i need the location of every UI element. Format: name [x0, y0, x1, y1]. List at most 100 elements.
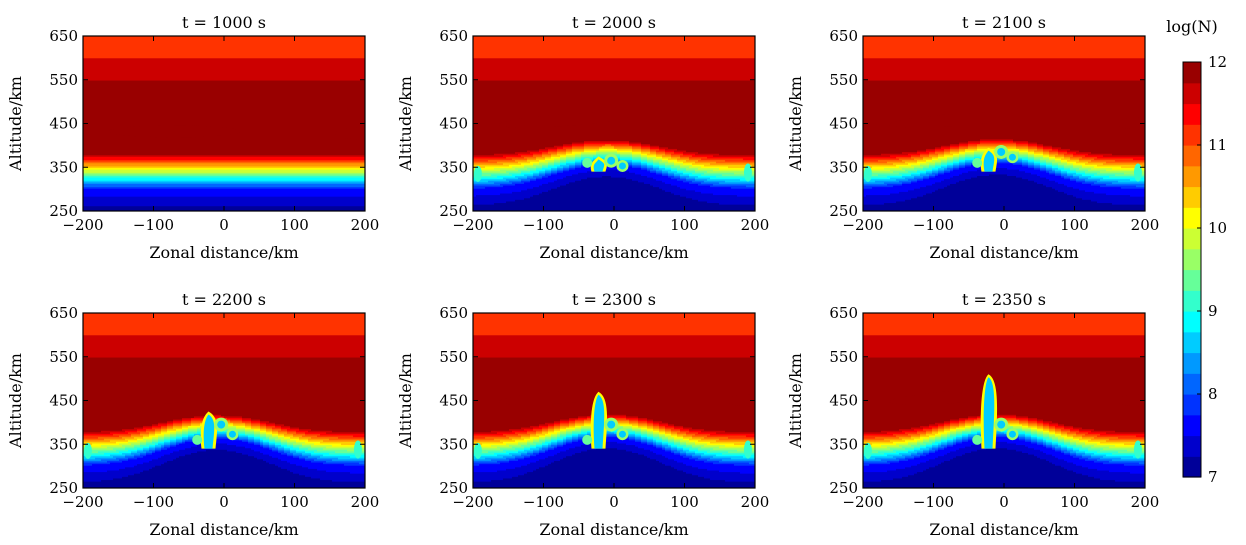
colorbar-level — [1183, 228, 1201, 250]
x-tick-label: −200 — [842, 493, 883, 511]
edge-bubble-left — [863, 442, 872, 459]
heatmap-field — [83, 36, 365, 211]
x-tick-label: −100 — [133, 216, 174, 234]
x-tick-label: 200 — [741, 216, 770, 234]
colorbar-level — [1183, 145, 1201, 167]
density-peak-band — [108, 125, 241, 138]
colorbar-level — [1183, 331, 1201, 354]
colorbar-level — [1183, 435, 1201, 457]
colorbar-level — [1183, 373, 1201, 395]
x-tick-label: −200 — [452, 493, 493, 511]
edge-bubble-right — [743, 440, 752, 459]
colorbar-level — [1183, 414, 1201, 437]
y-tick-label: 450 — [49, 115, 78, 133]
colorbar: 7 8 9 10 11 12 log(N) — [1166, 17, 1227, 486]
heatmap-field — [473, 36, 755, 211]
colorbar-label: log(N) — [1166, 17, 1217, 36]
x-tick-label: 200 — [351, 216, 380, 234]
colorbar-frame — [1182, 61, 1202, 478]
x-tick-label: 0 — [219, 493, 229, 511]
y-tick-label: 450 — [829, 392, 858, 410]
colorbar-tick-label: 12 — [1208, 53, 1227, 71]
colorbar-level — [1183, 352, 1201, 374]
colorbar-tick-label: 8 — [1208, 385, 1218, 403]
panel-3: 250 350 450 550 650 −200 −100 0 100 200 t = 2100 s… — [786, 13, 1160, 262]
y-tick-label: 450 — [829, 115, 858, 133]
x-tick-label: 0 — [999, 493, 1009, 511]
density-peak-band — [888, 112, 1021, 128]
y-tick-label: 650 — [49, 27, 78, 45]
colorbar-level — [1183, 82, 1201, 105]
y-axis-label: Altitude/km — [786, 353, 805, 449]
plasma-bubble — [972, 374, 1019, 449]
x-tick-label: −100 — [913, 493, 954, 511]
y-tick-label: 550 — [49, 348, 78, 366]
panel-title: t = 2300 s — [572, 290, 656, 309]
y-tick-label: 250 — [49, 202, 78, 220]
panel-title: t = 2200 s — [182, 290, 266, 309]
edge-bubble-left — [83, 442, 92, 459]
x-tick-label: 200 — [1131, 216, 1160, 234]
x-tick-label: 200 — [1131, 493, 1160, 511]
panel-2: 250 350 450 550 650 −200 −100 0 100 200 t = 2000 s… — [396, 13, 770, 262]
panel-title: t = 2100 s — [962, 13, 1046, 32]
y-tick-label: 250 — [49, 479, 78, 497]
plasma-bubble — [582, 391, 629, 449]
edge-bubble-right — [353, 440, 362, 459]
plasma-bubble — [582, 153, 629, 172]
x-tick-label: −100 — [523, 493, 564, 511]
x-tick-label: −200 — [62, 216, 103, 234]
x-tick-label: 0 — [219, 216, 229, 234]
density-peak-band-edge — [335, 127, 365, 140]
density-peak-band-edge — [725, 394, 755, 407]
x-tick-label: 100 — [670, 493, 699, 511]
density-peak-band-edge — [1115, 117, 1145, 130]
y-tick-label: 350 — [829, 435, 858, 453]
heatmap-field — [83, 313, 365, 488]
y-tick-label: 450 — [49, 392, 78, 410]
edge-bubble-right — [1133, 440, 1142, 459]
y-tick-label: 350 — [49, 158, 78, 176]
y-tick-label: 250 — [829, 202, 858, 220]
heatmap-field — [863, 36, 1145, 211]
colorbar-level — [1183, 311, 1201, 333]
x-tick-label: −200 — [62, 493, 103, 511]
density-peak-band — [498, 112, 631, 128]
y-tick-label: 550 — [439, 348, 468, 366]
colorbar-tick-label: 9 — [1208, 302, 1218, 320]
y-tick-label: 650 — [829, 304, 858, 322]
plasma-bubble — [972, 144, 1019, 172]
colorbar-level — [1183, 165, 1201, 188]
colorbar-level — [1183, 124, 1201, 146]
colorbar-level — [1183, 248, 1201, 271]
edge-bubble-right — [743, 163, 752, 182]
panel-4: 250 350 450 550 650 −200 −100 0 100 200 t = 2200 s… — [6, 290, 380, 539]
colorbar-tick-label: 10 — [1208, 219, 1227, 237]
panels: 250 350 450 550 650 −200 −100 0 100 200 t = 1000 s… — [6, 13, 1160, 539]
y-tick-label: 550 — [49, 71, 78, 89]
panel-6: 250 350 450 550 650 −200 −100 0 100 200 t = 2350 s… — [786, 290, 1160, 539]
density-peak-band-edge — [1115, 394, 1145, 407]
edge-bubble-left — [863, 165, 872, 182]
colorbar-tick-label: 11 — [1208, 136, 1227, 154]
y-tick-label: 650 — [439, 304, 468, 322]
x-tick-label: 0 — [999, 216, 1009, 234]
x-tick-label: 100 — [280, 216, 309, 234]
y-tick-label: 450 — [439, 392, 468, 410]
colorbar-level — [1183, 207, 1201, 229]
colorbar-level — [1183, 269, 1201, 291]
density-peak-band-edge — [335, 394, 365, 407]
panel-title: t = 2000 s — [572, 13, 656, 32]
y-tick-label: 650 — [49, 304, 78, 322]
edge-bubble-left — [473, 165, 482, 182]
y-axis-label: Altitude/km — [396, 76, 415, 172]
density-peak-band-edge — [725, 117, 755, 130]
edge-bubble-right — [1133, 163, 1142, 182]
y-axis-label: Altitude/km — [786, 76, 805, 172]
y-tick-label: 550 — [829, 348, 858, 366]
x-tick-label: 100 — [280, 493, 309, 511]
x-tick-label: 200 — [741, 493, 770, 511]
y-axis-label: Altitude/km — [6, 76, 25, 172]
x-tick-label: 200 — [351, 493, 380, 511]
